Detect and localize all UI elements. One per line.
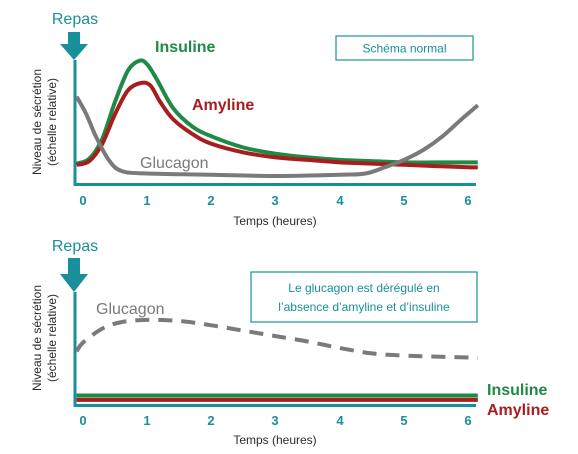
series-label-amyline-top: Amyline — [192, 97, 254, 114]
series-group-bottom — [74, 317, 478, 402]
x-axis-label-bottom: Temps (heures) — [233, 433, 316, 447]
series-label-glucagon-bottom: Glucagon — [96, 301, 165, 318]
x-tick-label: 5 — [400, 413, 407, 428]
x-tick-label: 3 — [271, 413, 278, 428]
series-label-insuline-top: Insuline — [155, 39, 216, 56]
x-tick-label: 1 — [143, 413, 150, 428]
chart-bottom: Repas Niveau de sécrétion (échelle relat… — [30, 238, 549, 447]
x-tick-label: 2 — [207, 413, 214, 428]
y-axis-label-bottom-line1: Niveau de sécrétion — [30, 285, 44, 391]
annotation-text-top: Schéma normal — [362, 42, 446, 56]
series-label-amyline-bottom: Amyline — [487, 402, 549, 419]
annotation-box-top — [335, 35, 474, 61]
x-tick-label: 4 — [336, 413, 344, 428]
meal-label-top: Repas — [52, 11, 98, 28]
annotation-text-bottom-line1: Le glucagon est dérégulé en — [288, 281, 439, 295]
meal-label-bottom: Repas — [52, 238, 98, 255]
series-line-insuline-top — [75, 58, 478, 166]
series-group-top — [74, 58, 480, 178]
x-tick-label: 1 — [143, 193, 150, 208]
x-tick-label: 4 — [336, 193, 344, 208]
x-axis-label-top: Temps (heures) — [233, 214, 316, 228]
annotation-text-bottom-line2: l’absence d’amyline et d’insuline — [278, 300, 450, 314]
x-tick-label: 0 — [79, 193, 86, 208]
y-axis-label-top-line2: (échelle relative) — [45, 78, 59, 166]
meal-arrow-icon-top — [60, 32, 88, 60]
x-tick-label: 6 — [464, 413, 471, 428]
meal-arrow-icon-bottom — [60, 258, 88, 292]
x-tick-label: 0 — [79, 413, 86, 428]
series-label-glucagon-top: Glucagon — [140, 155, 209, 172]
series-line-amyline-top — [76, 80, 478, 170]
series-line-glucagon-bottom — [74, 317, 478, 360]
x-tick-label: 2 — [207, 193, 214, 208]
series-line-glucagon-top — [74, 95, 480, 178]
x-tick-label: 3 — [271, 193, 278, 208]
x-tick-label: 5 — [400, 193, 407, 208]
x-tick-label: 6 — [464, 193, 471, 208]
annotation-box-bottom — [250, 271, 478, 323]
y-axis-label-top-line1: Niveau de sécrétion — [30, 69, 44, 175]
series-label-insuline-bottom: Insuline — [487, 382, 548, 399]
y-axis-label-bottom-line2: (échelle relative) — [45, 294, 59, 382]
chart-top: Repas Niveau de sécrétion (échelle relat… — [30, 11, 480, 228]
